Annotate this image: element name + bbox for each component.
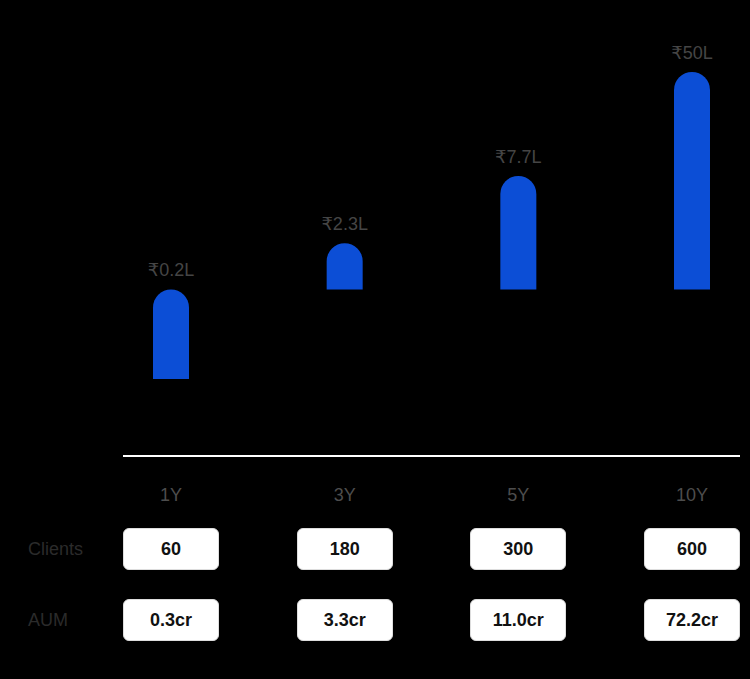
svg-text:5Y: 5Y <box>507 485 529 505</box>
html-text:600: 600 <box>677 538 707 559</box>
html-text:11.0cr: 11.0cr <box>492 609 544 630</box>
html-text:Clients: Clients <box>28 539 83 559</box>
svg-text:₹0.2L: ₹0.2L <box>148 260 195 280</box>
html-text:0.3cr: 0.3cr <box>150 609 192 630</box>
svg-text:₹2.3L: ₹2.3L <box>321 214 368 234</box>
svg-text:3Y: 3Y <box>334 485 356 505</box>
html-text:72.2cr: 72.2cr <box>666 609 718 630</box>
html-text:AUM: AUM <box>28 610 68 630</box>
svg-text:10Y: 10Y <box>676 485 708 505</box>
html-text:180: 180 <box>329 538 360 559</box>
svg-text:1Y: 1Y <box>160 485 182 505</box>
svg-text:₹7.7L: ₹7.7L <box>495 147 542 167</box>
html-text:300: 300 <box>503 538 534 559</box>
svg-text:₹50L: ₹50L <box>671 43 712 63</box>
html-text:3.3cr: 3.3cr <box>323 609 366 630</box>
html-text:60: 60 <box>161 538 181 559</box>
